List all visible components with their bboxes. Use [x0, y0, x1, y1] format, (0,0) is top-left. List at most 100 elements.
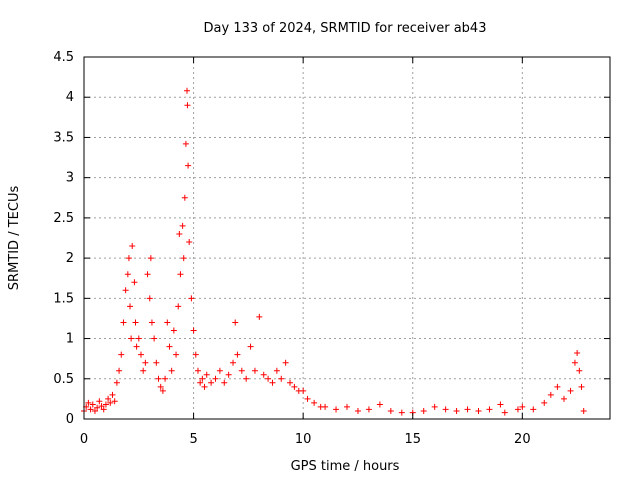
data-point	[431, 403, 438, 410]
data-point	[190, 327, 197, 334]
data-point	[376, 401, 383, 408]
data-point	[225, 371, 232, 378]
data-point	[580, 407, 587, 414]
data-point	[256, 313, 263, 320]
data-point	[111, 398, 118, 405]
data-point	[159, 387, 166, 394]
data-point	[560, 395, 567, 402]
data-point	[269, 379, 276, 386]
y-tick-label: 4	[66, 90, 74, 105]
data-point	[89, 401, 96, 408]
data-point	[184, 87, 191, 94]
data-point	[486, 406, 493, 413]
data-point	[162, 375, 169, 382]
data-point	[129, 243, 136, 250]
data-point	[420, 407, 427, 414]
data-point	[125, 255, 132, 262]
data-point	[260, 371, 267, 378]
x-tick-label: 5	[189, 432, 197, 447]
data-point	[168, 367, 175, 374]
grid	[84, 57, 610, 419]
data-point	[300, 387, 307, 394]
data-point	[109, 391, 116, 398]
y-tick-label: 1.5	[53, 291, 74, 306]
data-point	[221, 379, 228, 386]
x-tick-label: 10	[295, 432, 312, 447]
data-point	[344, 403, 350, 410]
data-point	[442, 406, 449, 413]
data-point	[547, 391, 554, 398]
data-point	[354, 407, 361, 414]
data-point	[278, 375, 285, 382]
data-point	[216, 367, 223, 374]
data-point	[176, 230, 183, 237]
data-point	[173, 351, 180, 358]
data-point	[96, 398, 103, 405]
data-point	[497, 401, 504, 408]
data-point	[287, 379, 294, 386]
data-point	[128, 335, 135, 342]
data-point	[94, 404, 101, 411]
data-point	[199, 375, 206, 382]
data-point	[201, 383, 208, 390]
y-tick-label: 2	[66, 251, 74, 266]
y-tick-label: 3	[66, 171, 74, 186]
data-point	[194, 367, 201, 374]
data-point	[322, 403, 329, 410]
data-point	[501, 409, 508, 416]
data-point	[311, 399, 318, 406]
data-point	[113, 379, 120, 386]
data-point	[247, 343, 254, 350]
plot-frame	[83, 56, 611, 420]
data-point	[142, 359, 149, 366]
data-point	[166, 343, 173, 350]
data-point	[98, 403, 105, 410]
data-point	[179, 222, 186, 229]
y-tick-label: 4.5	[53, 50, 74, 65]
data-point	[164, 319, 171, 326]
data-point	[116, 367, 123, 374]
data-point	[197, 379, 204, 386]
data-point	[576, 367, 583, 374]
data-point	[151, 335, 158, 342]
data-point	[265, 375, 272, 382]
data-point	[464, 406, 471, 413]
chart-title: Day 133 of 2024, SRMTID for receiver ab4…	[204, 21, 487, 36]
data-point	[212, 375, 219, 382]
x-tick-label: 20	[514, 432, 531, 447]
data-point	[514, 406, 521, 413]
data-point	[333, 406, 340, 413]
data-point	[175, 303, 182, 310]
data-point	[87, 406, 94, 413]
data-point	[365, 406, 372, 413]
data-point	[387, 407, 394, 414]
data-point	[124, 271, 131, 278]
data-point	[554, 383, 561, 390]
data-point	[127, 303, 134, 310]
data-point	[177, 271, 184, 278]
data-point	[203, 371, 210, 378]
y-tick-label: 3.5	[53, 130, 74, 145]
y-tick-label: 0	[66, 412, 74, 427]
data-point	[118, 351, 125, 358]
y-axis-label: SRMTID / TECUs	[7, 186, 22, 291]
data-point	[147, 255, 154, 262]
data-points	[81, 87, 587, 416]
data-point	[122, 287, 129, 294]
data-point	[120, 319, 127, 326]
data-point	[137, 351, 144, 358]
data-point	[133, 343, 140, 350]
data-point	[148, 319, 155, 326]
data-point	[188, 295, 195, 302]
data-point	[146, 295, 153, 302]
data-point	[192, 351, 199, 358]
data-point	[91, 407, 98, 414]
data-point	[132, 319, 139, 326]
data-point	[243, 375, 250, 382]
data-point	[304, 395, 311, 402]
data-point	[208, 379, 215, 386]
x-tick-label: 0	[80, 432, 88, 447]
data-point	[181, 194, 188, 201]
